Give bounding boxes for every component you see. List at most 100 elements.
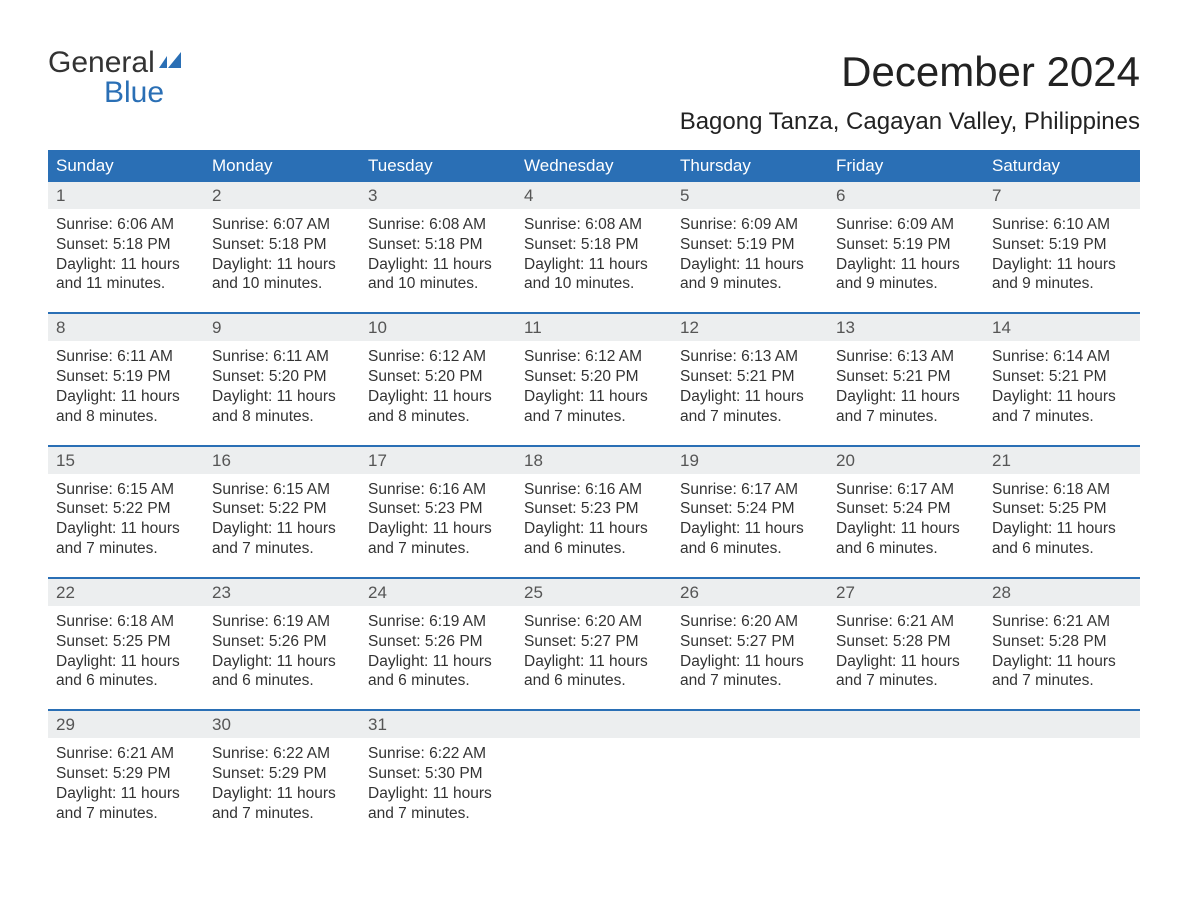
calendar-week: 15161718192021Sunrise: 6:15 AMSunset: 5:… (48, 445, 1140, 577)
sunrise-line: Sunrise: 6:07 AM (212, 215, 352, 235)
daylight-line: Daylight: 11 hours and 7 minutes. (212, 784, 352, 824)
day-number: 5 (672, 182, 828, 209)
day-number: 24 (360, 579, 516, 606)
day-number: 26 (672, 579, 828, 606)
daylight-line: Daylight: 11 hours and 9 minutes. (992, 255, 1132, 295)
sunrise-line: Sunrise: 6:10 AM (992, 215, 1132, 235)
daylight-line: Daylight: 11 hours and 7 minutes. (836, 652, 976, 692)
sunset-line: Sunset: 5:19 PM (992, 235, 1132, 255)
sunset-line: Sunset: 5:22 PM (212, 499, 352, 519)
sunset-line: Sunset: 5:29 PM (212, 764, 352, 784)
day-number: 25 (516, 579, 672, 606)
sunrise-line: Sunrise: 6:18 AM (56, 612, 196, 632)
sunrise-line: Sunrise: 6:21 AM (56, 744, 196, 764)
dow-cell: Saturday (984, 150, 1140, 182)
dow-cell: Monday (204, 150, 360, 182)
sunset-line: Sunset: 5:21 PM (992, 367, 1132, 387)
day-cell: Sunrise: 6:13 AMSunset: 5:21 PMDaylight:… (672, 341, 828, 444)
header: General Blue December 2024 Bagong Tanza,… (48, 48, 1140, 136)
sunrise-line: Sunrise: 6:20 AM (680, 612, 820, 632)
day-number-row: 891011121314 (48, 314, 1140, 341)
day-cell: Sunrise: 6:13 AMSunset: 5:21 PMDaylight:… (828, 341, 984, 444)
day-number: 17 (360, 447, 516, 474)
daylight-line: Daylight: 11 hours and 9 minutes. (680, 255, 820, 295)
daylight-line: Daylight: 11 hours and 6 minutes. (680, 519, 820, 559)
day-number: 7 (984, 182, 1140, 209)
day-cell: Sunrise: 6:20 AMSunset: 5:27 PMDaylight:… (516, 606, 672, 709)
daylight-line: Daylight: 11 hours and 8 minutes. (368, 387, 508, 427)
sunset-line: Sunset: 5:19 PM (836, 235, 976, 255)
sunset-line: Sunset: 5:21 PM (680, 367, 820, 387)
day-number: 9 (204, 314, 360, 341)
daylight-line: Daylight: 11 hours and 6 minutes. (56, 652, 196, 692)
daylight-line: Daylight: 11 hours and 7 minutes. (212, 519, 352, 559)
dow-cell: Friday (828, 150, 984, 182)
sunrise-line: Sunrise: 6:09 AM (836, 215, 976, 235)
daylight-line: Daylight: 11 hours and 7 minutes. (524, 387, 664, 427)
sunset-line: Sunset: 5:24 PM (836, 499, 976, 519)
day-cell: Sunrise: 6:17 AMSunset: 5:24 PMDaylight:… (672, 474, 828, 577)
day-number: 31 (360, 711, 516, 738)
logo-word-blue: Blue (48, 78, 189, 108)
sunset-line: Sunset: 5:28 PM (836, 632, 976, 652)
sunrise-line: Sunrise: 6:20 AM (524, 612, 664, 632)
day-number-row: 293031 (48, 711, 1140, 738)
day-cell: Sunrise: 6:21 AMSunset: 5:29 PMDaylight:… (48, 738, 204, 841)
day-number: 6 (828, 182, 984, 209)
sunrise-line: Sunrise: 6:14 AM (992, 347, 1132, 367)
day-cell: Sunrise: 6:11 AMSunset: 5:20 PMDaylight:… (204, 341, 360, 444)
sunrise-line: Sunrise: 6:08 AM (368, 215, 508, 235)
daylight-line: Daylight: 11 hours and 7 minutes. (368, 784, 508, 824)
dow-cell: Tuesday (360, 150, 516, 182)
title-block: December 2024 Bagong Tanza, Cagayan Vall… (680, 48, 1140, 136)
sunset-line: Sunset: 5:27 PM (680, 632, 820, 652)
daylight-line: Daylight: 11 hours and 8 minutes. (212, 387, 352, 427)
sunset-line: Sunset: 5:25 PM (992, 499, 1132, 519)
daylight-line: Daylight: 11 hours and 6 minutes. (836, 519, 976, 559)
daylight-line: Daylight: 11 hours and 7 minutes. (56, 519, 196, 559)
dow-cell: Thursday (672, 150, 828, 182)
day-cell: Sunrise: 6:09 AMSunset: 5:19 PMDaylight:… (828, 209, 984, 312)
day-cell: Sunrise: 6:18 AMSunset: 5:25 PMDaylight:… (984, 474, 1140, 577)
sunrise-line: Sunrise: 6:15 AM (56, 480, 196, 500)
day-number: 11 (516, 314, 672, 341)
day-number: 22 (48, 579, 204, 606)
daylight-line: Daylight: 11 hours and 7 minutes. (680, 652, 820, 692)
sunrise-line: Sunrise: 6:12 AM (368, 347, 508, 367)
daylight-line: Daylight: 11 hours and 7 minutes. (368, 519, 508, 559)
sunrise-line: Sunrise: 6:17 AM (836, 480, 976, 500)
day-cell: Sunrise: 6:16 AMSunset: 5:23 PMDaylight:… (360, 474, 516, 577)
sunrise-line: Sunrise: 6:16 AM (368, 480, 508, 500)
day-number (672, 711, 828, 738)
daylight-line: Daylight: 11 hours and 10 minutes. (368, 255, 508, 295)
day-number: 15 (48, 447, 204, 474)
sunset-line: Sunset: 5:26 PM (212, 632, 352, 652)
day-cell: Sunrise: 6:16 AMSunset: 5:23 PMDaylight:… (516, 474, 672, 577)
day-cell: Sunrise: 6:08 AMSunset: 5:18 PMDaylight:… (516, 209, 672, 312)
day-of-week-header: SundayMondayTuesdayWednesdayThursdayFrid… (48, 150, 1140, 182)
sunrise-line: Sunrise: 6:09 AM (680, 215, 820, 235)
location: Bagong Tanza, Cagayan Valley, Philippine… (680, 108, 1140, 136)
day-number: 27 (828, 579, 984, 606)
sunset-line: Sunset: 5:23 PM (524, 499, 664, 519)
daylight-line: Daylight: 11 hours and 6 minutes. (524, 519, 664, 559)
day-number (828, 711, 984, 738)
sunset-line: Sunset: 5:19 PM (56, 367, 196, 387)
sunrise-line: Sunrise: 6:11 AM (56, 347, 196, 367)
sunset-line: Sunset: 5:19 PM (680, 235, 820, 255)
day-number: 14 (984, 314, 1140, 341)
day-cell: Sunrise: 6:15 AMSunset: 5:22 PMDaylight:… (204, 474, 360, 577)
day-cell: Sunrise: 6:12 AMSunset: 5:20 PMDaylight:… (360, 341, 516, 444)
sunset-line: Sunset: 5:20 PM (368, 367, 508, 387)
sunrise-line: Sunrise: 6:19 AM (368, 612, 508, 632)
day-cell: Sunrise: 6:21 AMSunset: 5:28 PMDaylight:… (984, 606, 1140, 709)
daylight-line: Daylight: 11 hours and 6 minutes. (368, 652, 508, 692)
day-number: 12 (672, 314, 828, 341)
daylight-line: Daylight: 11 hours and 10 minutes. (524, 255, 664, 295)
day-number-row: 22232425262728 (48, 579, 1140, 606)
day-cell (672, 738, 828, 841)
day-number: 13 (828, 314, 984, 341)
sunrise-line: Sunrise: 6:08 AM (524, 215, 664, 235)
day-number-row: 15161718192021 (48, 447, 1140, 474)
sunset-line: Sunset: 5:28 PM (992, 632, 1132, 652)
